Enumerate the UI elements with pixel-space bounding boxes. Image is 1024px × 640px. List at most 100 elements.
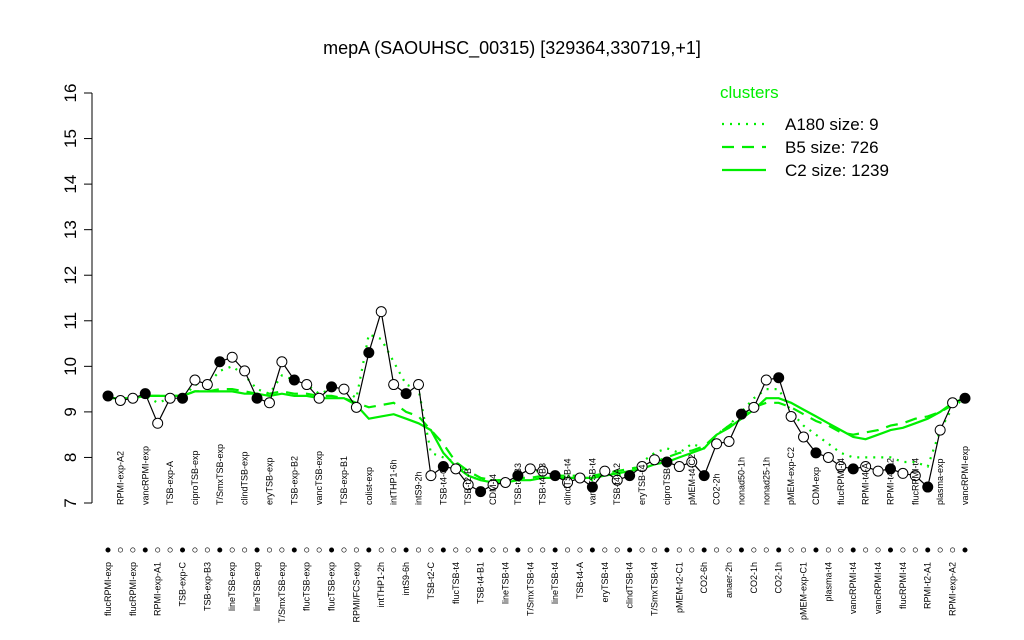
sample-point bbox=[388, 379, 400, 391]
sample-point bbox=[164, 392, 176, 404]
sample-point bbox=[624, 470, 636, 482]
x-tick-label: T/SmxTSB-exp bbox=[215, 444, 225, 505]
sample-point bbox=[177, 392, 189, 404]
group-dot bbox=[167, 547, 173, 553]
group-dot bbox=[465, 547, 471, 553]
x-tick-label: pMEM-exp-C2 bbox=[786, 447, 796, 505]
sample-point bbox=[462, 479, 474, 491]
x-tick-label: colist-exp bbox=[364, 467, 374, 505]
group-dot bbox=[279, 547, 285, 553]
y-tick-label: 8 bbox=[61, 453, 80, 462]
x-tick-label: RPMI-exp-A2 bbox=[115, 451, 125, 505]
group-dot bbox=[242, 547, 248, 553]
sample-point bbox=[475, 486, 487, 498]
x-tick-label: RPMI-t4-A bbox=[861, 463, 871, 505]
sample-point bbox=[437, 461, 449, 473]
sample-point bbox=[748, 401, 760, 413]
group-dot bbox=[565, 547, 571, 553]
sample-point bbox=[822, 451, 834, 463]
group-dot bbox=[490, 547, 496, 553]
group-dot bbox=[254, 547, 260, 553]
x-tick-label: TSB-exp-B2 bbox=[289, 456, 299, 505]
group-dot bbox=[627, 547, 633, 553]
x-tick-label: TSB-t2-B bbox=[463, 468, 473, 505]
sample-point bbox=[549, 470, 561, 482]
group-dot bbox=[291, 547, 297, 553]
sample-point bbox=[400, 388, 412, 400]
x-tick-label: lineTSB-t4 bbox=[550, 562, 560, 604]
sample-point bbox=[562, 477, 574, 488]
group-dot bbox=[639, 547, 645, 553]
group-dot bbox=[142, 547, 148, 553]
x-tick-label: nonad25-1h bbox=[761, 457, 771, 505]
group-dot bbox=[527, 547, 533, 553]
y-tick-label: 11 bbox=[61, 312, 80, 330]
x-tick-label: CDM-exp bbox=[811, 467, 821, 505]
sample-point bbox=[909, 470, 921, 482]
x-tick-label: TSB-t4-B1 bbox=[476, 562, 486, 604]
sample-point bbox=[760, 374, 772, 386]
sample-point bbox=[711, 438, 723, 450]
group-dot bbox=[229, 547, 235, 553]
x-tick-label: intS9-2h bbox=[414, 471, 424, 505]
sample-point bbox=[884, 463, 896, 475]
sample-point bbox=[537, 465, 549, 477]
x-tick-label: pMEM-t2-C1 bbox=[674, 562, 684, 613]
group-dot bbox=[900, 547, 906, 553]
group-dot bbox=[776, 547, 782, 553]
x-tick-label: T/SmxTSB-exp bbox=[277, 562, 287, 623]
group-dot bbox=[391, 547, 397, 553]
x-tick-label: intTHP1-6h bbox=[389, 459, 399, 505]
group-dot bbox=[266, 547, 272, 553]
group-dot bbox=[751, 547, 757, 553]
group-dot bbox=[403, 547, 409, 553]
x-tick-label: vancTSB-exp bbox=[314, 451, 324, 505]
sample-point bbox=[326, 381, 338, 393]
sample-point bbox=[947, 397, 959, 409]
x-tick-label: flucRPMI-exp bbox=[103, 562, 113, 616]
group-dot bbox=[155, 547, 161, 553]
group-dot bbox=[416, 547, 422, 553]
sample-point bbox=[214, 356, 226, 368]
x-tick-label: clindTSB-exp bbox=[240, 451, 250, 505]
group-dot bbox=[577, 547, 583, 553]
x-tick-label: RPMI-exp-A2 bbox=[948, 562, 958, 616]
sample-point bbox=[798, 431, 810, 443]
group-dot bbox=[801, 547, 807, 553]
group-dot bbox=[925, 547, 931, 553]
x-tick-label: eryTSB-t4 bbox=[600, 562, 610, 603]
group-dot bbox=[875, 547, 881, 553]
x-tick-label: eryTSB-exp bbox=[264, 457, 274, 505]
y-tick-label: 16 bbox=[61, 84, 80, 103]
group-dot bbox=[440, 547, 446, 553]
sample-point bbox=[189, 374, 201, 386]
group-dot bbox=[726, 547, 732, 553]
sample-point bbox=[127, 392, 139, 404]
x-tick-label: plasma-t4 bbox=[823, 562, 833, 602]
group-dot bbox=[353, 547, 359, 553]
x-tick-label: vancRPMI-t4 bbox=[848, 562, 858, 614]
x-tick-label: ciproTSB-exp bbox=[190, 450, 200, 505]
group-dot bbox=[664, 547, 670, 553]
x-tick-label: RPMI/FCS-exp bbox=[351, 562, 361, 623]
group-dot bbox=[912, 547, 918, 553]
group-dot bbox=[962, 547, 968, 553]
group-dot bbox=[515, 547, 521, 553]
group-dot bbox=[304, 547, 310, 553]
x-tick-label: vancRPMI-exp bbox=[960, 446, 970, 505]
group-dot bbox=[950, 547, 956, 553]
x-tick-label: eryTSB-t4 bbox=[637, 464, 647, 505]
x-tick-label: pMEM-t4-C2 bbox=[687, 454, 697, 505]
x-tick-label: clindTSB-t4 bbox=[625, 562, 635, 609]
group-dot bbox=[689, 547, 695, 553]
group-dot bbox=[130, 547, 136, 553]
group-dot bbox=[204, 547, 210, 553]
group-dot bbox=[676, 547, 682, 553]
x-tick-label: lineTSB-t4 bbox=[500, 562, 510, 604]
group-dot bbox=[863, 547, 869, 553]
group-dot bbox=[850, 547, 856, 553]
x-tick-label: RPMI-t4-A2 bbox=[885, 458, 895, 505]
sample-point bbox=[735, 408, 747, 420]
x-tick-label: flucRPMI-t4 bbox=[910, 458, 920, 505]
x-tick-label: TSB-exp-A bbox=[165, 461, 175, 505]
